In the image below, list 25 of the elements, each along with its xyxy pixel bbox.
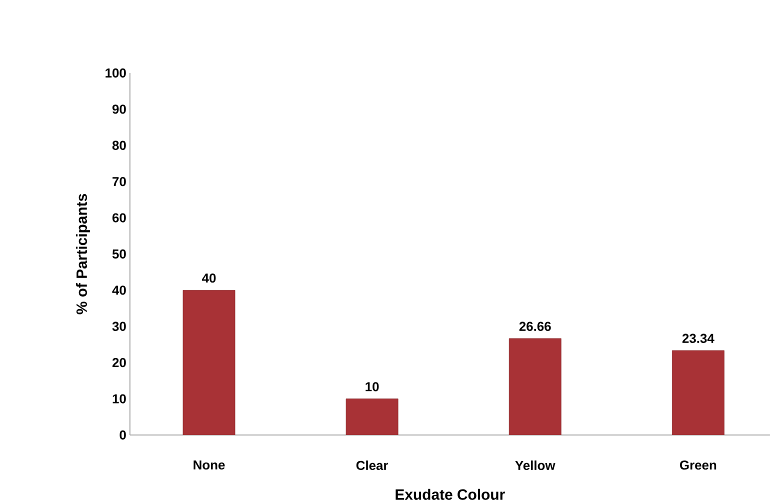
y-tick-label: 80 <box>112 140 126 150</box>
x-tick-label: None <box>194 460 225 470</box>
y-tick-label: 50 <box>112 249 126 258</box>
bar <box>346 398 398 435</box>
y-tick-label: 20 <box>112 358 126 368</box>
bar <box>182 290 236 435</box>
bar <box>508 338 562 435</box>
data-label: 40 <box>202 273 216 283</box>
data-label: 23.34 <box>682 334 714 343</box>
y-tick-label: 40 <box>112 286 126 295</box>
x-axis-title: Exudate Colour <box>396 488 505 500</box>
data-label: 10 <box>366 382 379 392</box>
y-tick-label: 30 <box>112 322 126 331</box>
y-tick-label: 0 <box>120 430 126 440</box>
y-tick-label: 100 <box>106 68 126 78</box>
y-axis-title: % of Participants <box>76 194 90 314</box>
x-tick-label: Clear <box>356 460 388 470</box>
bar <box>672 350 724 435</box>
data-label: 26.66 <box>519 322 551 331</box>
y-tick-label: 10 <box>112 394 126 404</box>
y-tick-label: 70 <box>112 176 126 186</box>
y-tick-label: 90 <box>112 104 126 114</box>
x-tick-label: Yellow <box>515 460 556 470</box>
y-tick-label: 60 <box>112 213 126 222</box>
x-tick-label: Green <box>680 460 716 470</box>
